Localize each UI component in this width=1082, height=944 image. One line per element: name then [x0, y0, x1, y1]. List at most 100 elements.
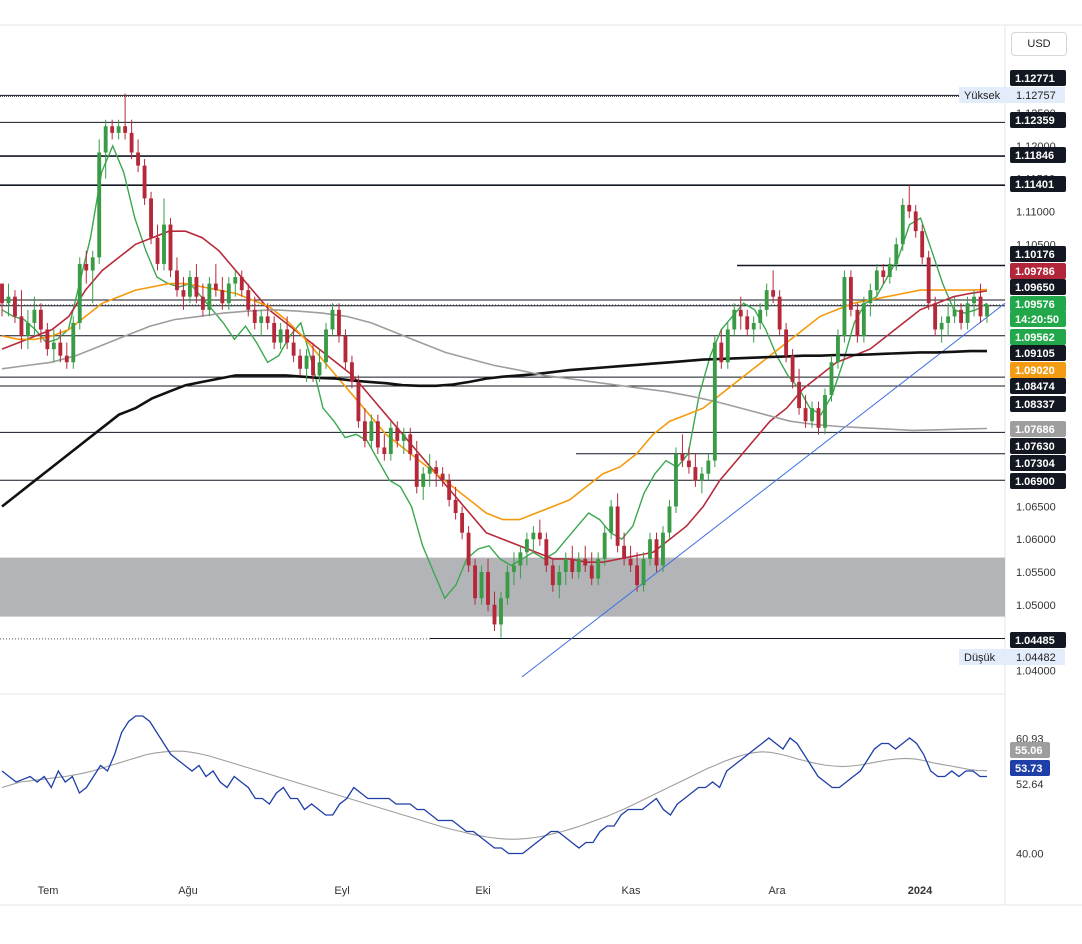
candle-body — [583, 558, 588, 566]
candle-body — [479, 572, 484, 599]
candle-body — [110, 126, 115, 133]
candle-body — [486, 572, 490, 605]
candle-body — [810, 408, 814, 422]
candle-body — [563, 558, 568, 573]
candle-body — [51, 342, 56, 350]
candle-body — [6, 296, 11, 304]
candle-body — [168, 224, 173, 271]
candle-body — [395, 427, 400, 441]
price-tag-label: 1.07630 — [1015, 441, 1055, 453]
time-axis-label: Ara — [768, 885, 786, 897]
candle-body — [557, 572, 562, 586]
candle-body — [829, 362, 834, 396]
candle-body — [972, 296, 976, 304]
candle-body — [985, 304, 989, 317]
price-axis-label: 1.05000 — [1016, 600, 1056, 612]
candle-body — [887, 263, 892, 278]
candle-body — [77, 263, 82, 323]
candle-body — [350, 362, 354, 382]
candle-body — [388, 427, 393, 455]
price-tag — [1010, 362, 1066, 378]
candle-body — [745, 316, 750, 330]
price-tag-label: 1.09020 — [1015, 365, 1055, 377]
candle-body — [401, 434, 406, 441]
rsi-tag — [1010, 760, 1050, 776]
price-tag-label: 1.09650 — [1015, 282, 1055, 294]
candle-body — [200, 296, 205, 310]
candle-body — [97, 152, 102, 258]
price-axis-label: 1.05500 — [1016, 567, 1056, 579]
price-tag-label: 1.09786 — [1015, 266, 1055, 278]
candle-body — [576, 558, 581, 573]
candle-body — [550, 565, 555, 586]
ma-black-line — [1, 349, 987, 508]
candle-body — [285, 329, 290, 343]
price-tag-label: 1.08337 — [1015, 399, 1055, 411]
trend-line — [521, 302, 1006, 678]
price-tag-label: 1.04485 — [1015, 635, 1055, 647]
candle-body — [129, 132, 134, 153]
price-tag — [1010, 455, 1066, 471]
candle-body — [816, 408, 821, 428]
candle-body — [408, 434, 413, 455]
extreme-label-value: 1.12757 — [1016, 90, 1056, 102]
candle-body — [447, 480, 452, 500]
candle-body — [466, 532, 471, 566]
candle-body — [84, 263, 89, 271]
candle-body — [654, 539, 659, 566]
candle-body — [518, 552, 523, 566]
candle-body — [771, 290, 776, 297]
price-tag — [1010, 421, 1066, 437]
candle-body — [375, 421, 380, 448]
candle-body — [123, 126, 128, 133]
candle-body — [946, 316, 951, 323]
candle-body — [278, 329, 283, 343]
price-tag-label: 1.09576 — [1015, 299, 1055, 311]
candle-body — [239, 277, 244, 291]
candle-body — [693, 467, 698, 481]
price-tag-label: 1.12359 — [1015, 115, 1055, 127]
price-tag-label: 1.12771 — [1015, 73, 1055, 85]
candle-body — [868, 290, 873, 304]
price-tag-label: 14:20:50 — [1015, 314, 1059, 326]
candle-body — [233, 277, 238, 284]
candle-body — [699, 473, 704, 481]
candle-body — [661, 532, 665, 566]
candle-body — [881, 270, 886, 278]
ma-gray-line — [1, 308, 988, 432]
price-tag — [1010, 246, 1066, 262]
candle-body — [427, 467, 432, 474]
candle-body — [453, 499, 458, 514]
candle-body — [58, 342, 63, 356]
candle-body — [213, 283, 218, 291]
price-tag — [1010, 345, 1066, 361]
candle-body — [155, 237, 160, 264]
candle-body — [797, 381, 802, 409]
candle-body — [38, 309, 43, 330]
candle-body — [907, 204, 912, 212]
price-tag-label: 1.11846 — [1015, 150, 1054, 162]
price-tag — [1010, 632, 1066, 648]
candle-body — [784, 329, 789, 356]
price-tag — [1010, 176, 1066, 192]
price-axis-label: 1.06500 — [1016, 501, 1056, 513]
candle-body — [719, 342, 724, 363]
price-tag — [1010, 112, 1066, 128]
candle-body — [19, 316, 24, 337]
candle-body — [602, 532, 607, 559]
ma-green-line — [1, 144, 988, 600]
price-axis-label: 1.04000 — [1016, 665, 1056, 677]
candle-body — [777, 296, 782, 330]
extreme-label-box — [959, 87, 1065, 103]
candle-body — [758, 309, 763, 323]
candle-body — [939, 322, 944, 330]
candle-body — [369, 421, 374, 441]
candle-body — [45, 329, 50, 350]
candle-body — [136, 152, 141, 166]
candle-body — [680, 454, 685, 461]
candle-body — [920, 231, 925, 258]
candle-body — [382, 447, 387, 455]
price-tag — [1010, 329, 1066, 345]
currency-button[interactable]: USD — [1011, 32, 1067, 56]
